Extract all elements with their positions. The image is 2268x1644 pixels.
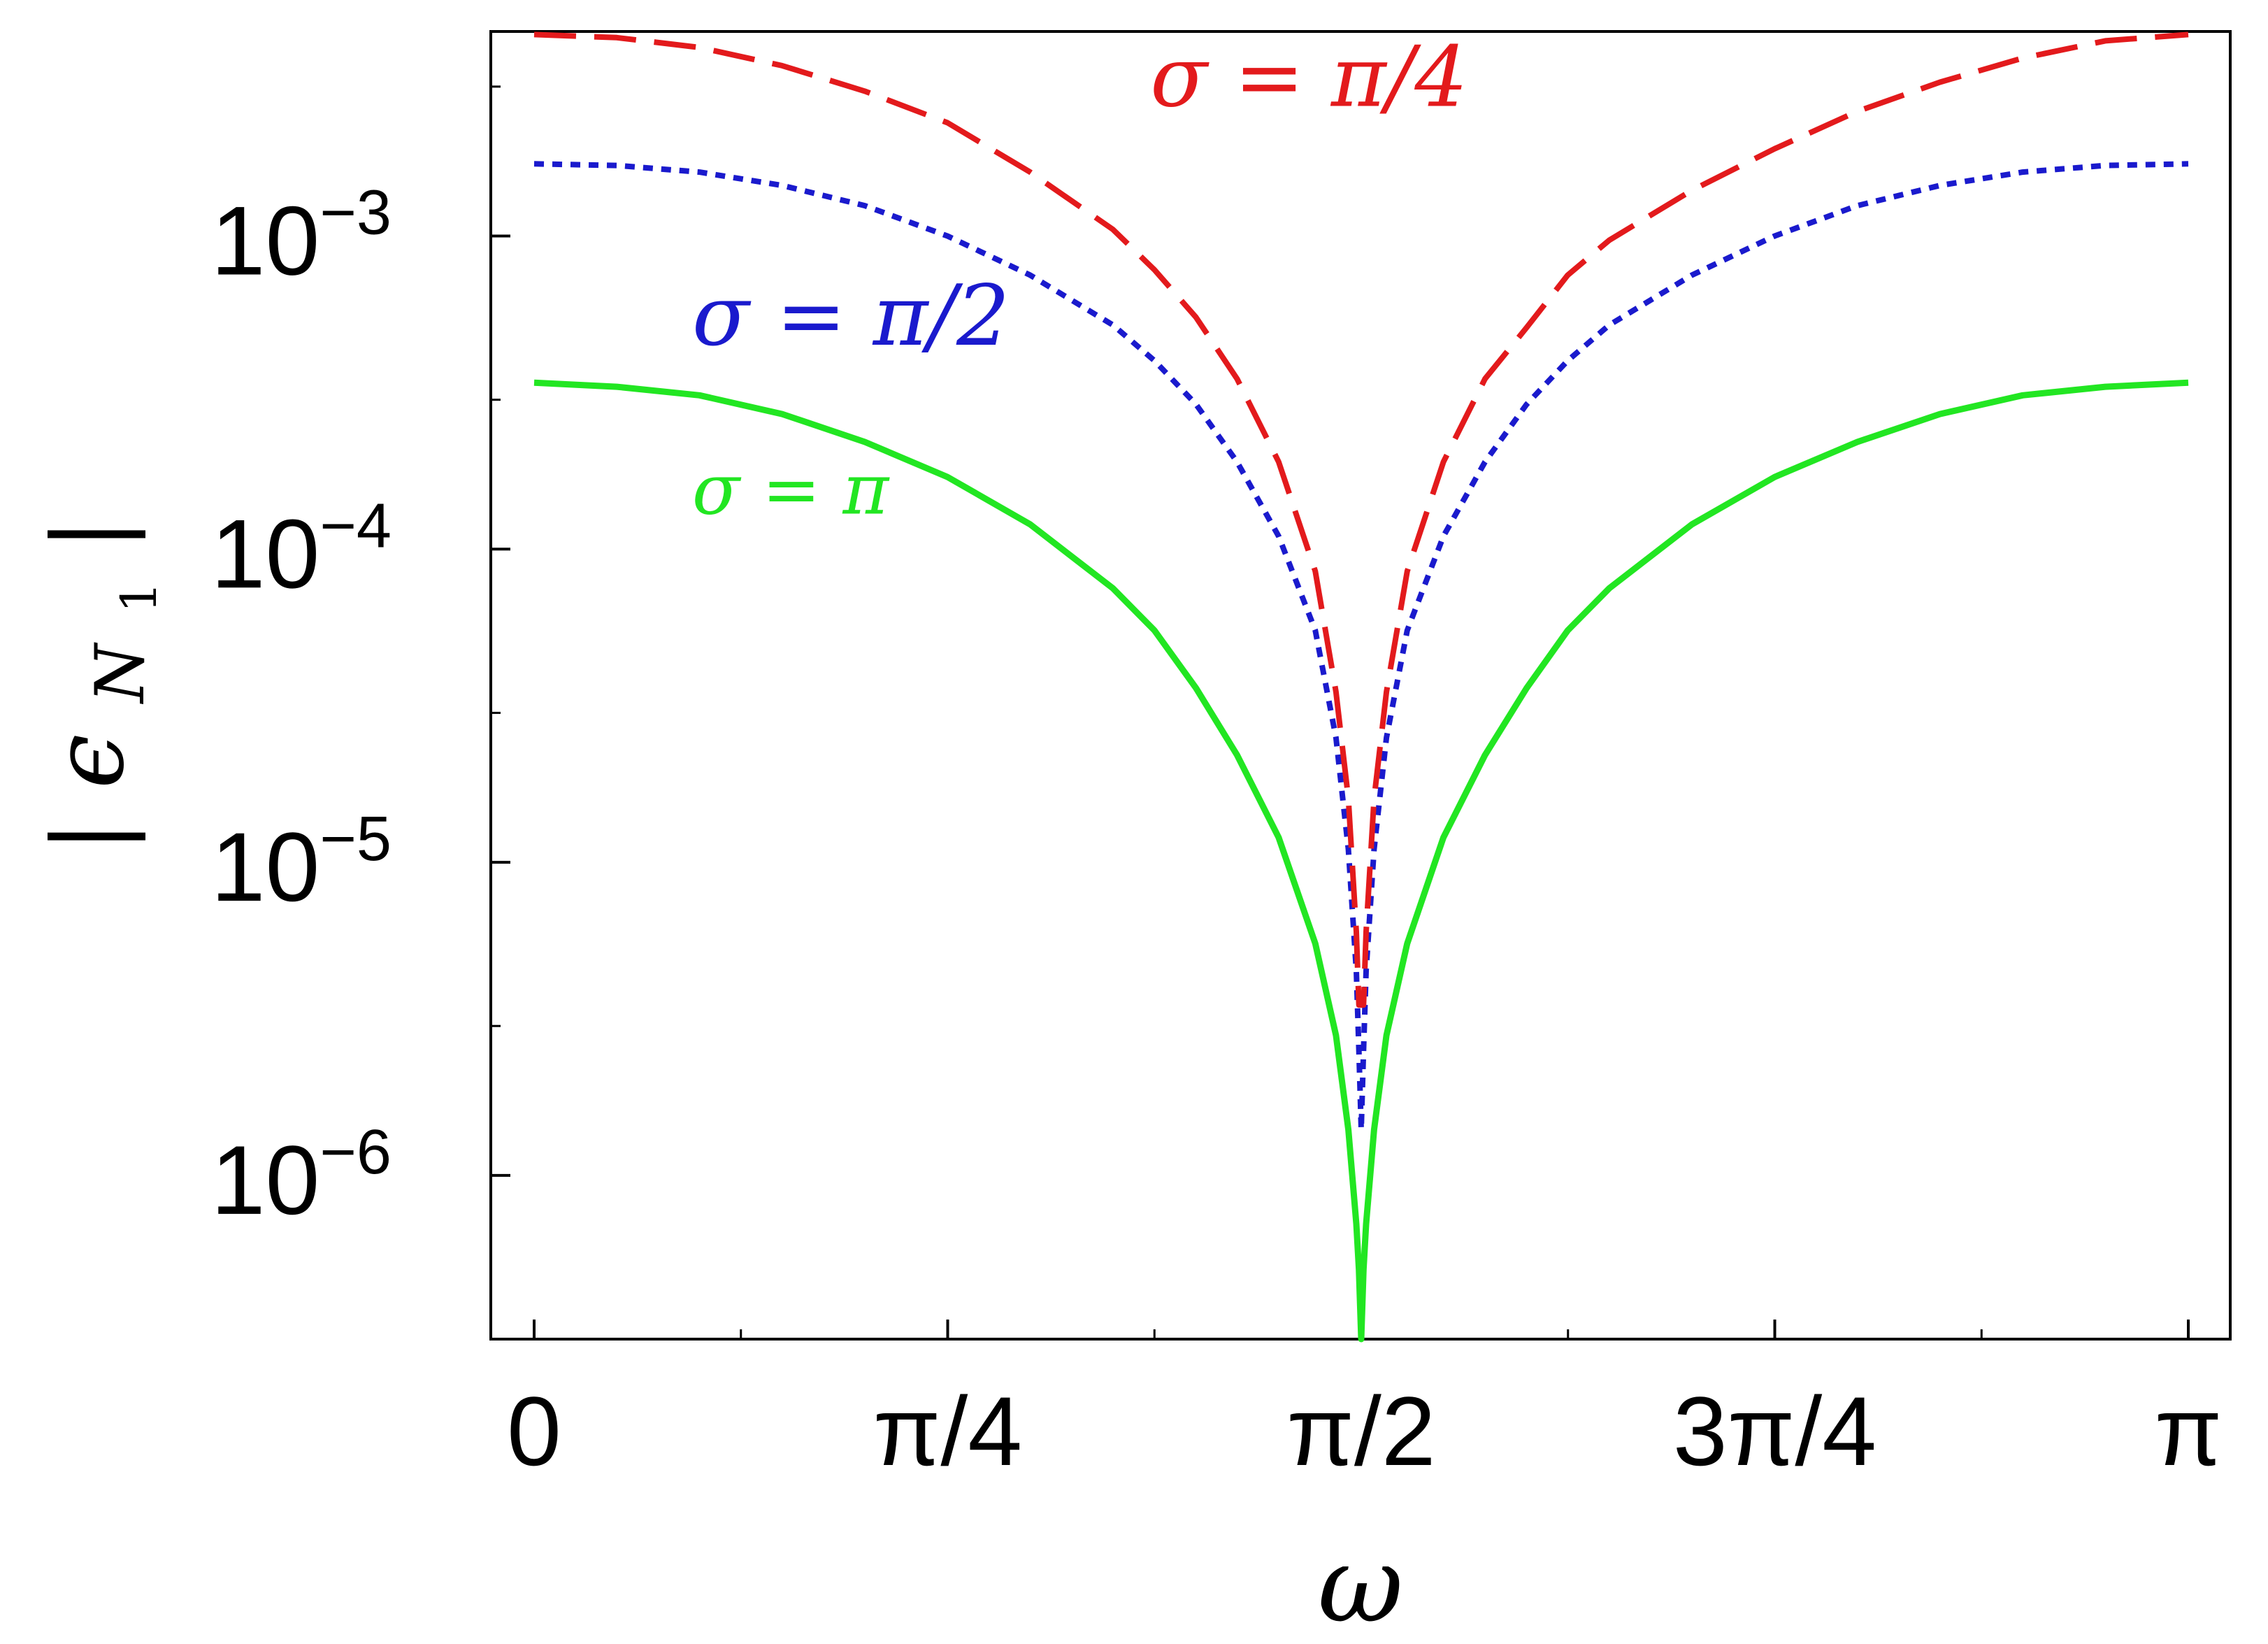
x-tick-label: π: [2155, 1376, 2223, 1486]
x-axis-label: ω: [1318, 1524, 1403, 1644]
minor-ticks: [491, 85, 1983, 1339]
x-tick-label: 0: [507, 1376, 561, 1486]
y-tick-label-exponent: −5: [320, 804, 392, 874]
y-tick-label-exponent: −6: [320, 1117, 392, 1187]
y-tick-label-base: 10: [211, 499, 320, 608]
y-tick-label-base: 10: [211, 1125, 320, 1235]
x-tick-label: 3π/4: [1673, 1376, 1876, 1486]
series-layer: [533, 31, 2189, 1343]
y-axis-label-subsubscript: 1: [110, 582, 168, 613]
y-axis-label-bar-right: |: [32, 517, 146, 550]
y-tick-label: 10−6: [211, 1117, 392, 1235]
y-axis-label-symbol: ϵ: [32, 734, 146, 789]
series-label-1: σ = π/4: [1150, 29, 1467, 127]
y-axis-ticks: 10−310−410−510−6: [211, 178, 510, 1235]
y-tick-label-base: 10: [211, 812, 320, 922]
series-line-1: [533, 31, 2189, 1008]
y-axis-label: | ϵ N 1 |: [32, 517, 180, 852]
series-line-3: [533, 379, 2189, 1343]
y-tick-label-exponent: −4: [320, 491, 392, 561]
y-tick-label: 10−3: [211, 178, 392, 296]
x-tick-label: π/4: [873, 1376, 1022, 1486]
y-axis-label-subscript: N: [81, 642, 159, 704]
series-label-3: σ = π: [692, 448, 891, 530]
series-label-2: σ = π/2: [692, 268, 1010, 365]
y-tick-label: 10−5: [211, 804, 392, 922]
y-tick-label: 10−4: [211, 491, 392, 608]
x-tick-label: π/2: [1286, 1376, 1435, 1486]
y-tick-label-exponent: −3: [320, 178, 392, 248]
svg-text:| ϵ N 1: | ϵ N 1 |: [32, 517, 180, 852]
series-labels: σ = π/4 σ = π/2 σ = π: [692, 29, 1468, 531]
x-axis-ticks: 0 π/4 π/2 3π/4 π: [507, 1320, 2222, 1486]
y-axis-label-bar-left: |: [32, 820, 146, 853]
plot-frame: [489, 30, 2232, 1341]
y-tick-label-base: 10: [211, 186, 320, 296]
